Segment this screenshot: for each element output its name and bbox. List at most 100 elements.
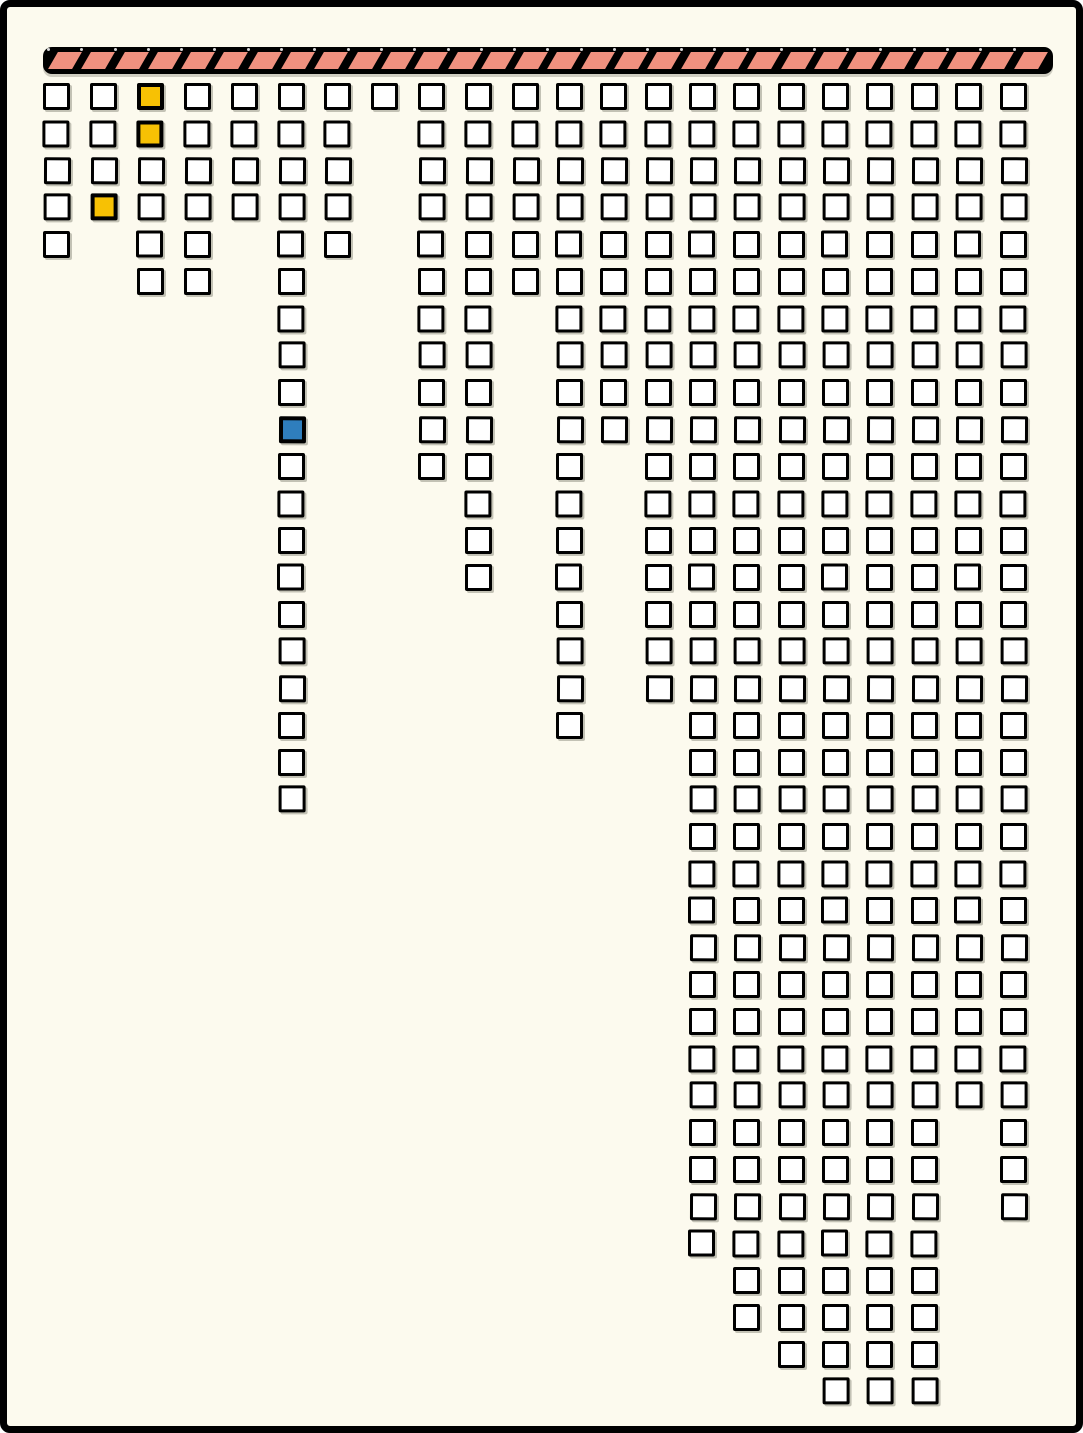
unit-square [645, 416, 673, 444]
unit-square [822, 453, 850, 480]
unit-square [822, 1008, 850, 1035]
unit-square [418, 341, 446, 369]
unit-column-19 [865, 83, 895, 1405]
unit-square [777, 527, 805, 554]
unit-square [601, 416, 629, 444]
hatch-stripe [947, 52, 981, 69]
hatch-stripe [447, 52, 482, 69]
highlight-square-yellow [90, 193, 118, 221]
unit-square [911, 1377, 939, 1405]
unit-square [689, 193, 717, 221]
unit-square [689, 527, 717, 554]
unit-square [732, 1045, 760, 1073]
unit-square [955, 341, 983, 369]
unit-square [732, 490, 760, 518]
unit-square [999, 379, 1027, 406]
unit-square [778, 157, 806, 185]
unit-square [276, 230, 304, 258]
unit-square [733, 1156, 761, 1183]
unit-square [645, 193, 673, 221]
unit-column-17 [777, 83, 806, 1368]
unit-square [999, 83, 1027, 110]
unit-square [910, 1304, 938, 1331]
unit-square [998, 490, 1026, 518]
unit-square [733, 83, 761, 110]
unit-square [556, 712, 583, 739]
unit-square [464, 490, 492, 518]
unit-square [777, 231, 805, 258]
unit-square [867, 1081, 895, 1109]
unit-square [689, 416, 718, 444]
unit-square [278, 637, 306, 665]
unit-square [777, 1304, 805, 1331]
unit-square [910, 490, 938, 518]
hatch-stripe [913, 52, 948, 69]
unit-square [910, 1230, 938, 1258]
unit-square [689, 453, 717, 480]
unit-square [955, 1081, 983, 1109]
unit-square [778, 193, 806, 221]
unit-square [867, 675, 895, 703]
unit-square [777, 490, 805, 518]
unit-square [954, 860, 982, 888]
hatch-stripe [614, 52, 648, 69]
unit-square [644, 231, 672, 258]
unit-column-1 [42, 83, 72, 258]
unit-square [556, 268, 583, 295]
unit-square [688, 563, 716, 591]
unit-square [276, 120, 304, 148]
unit-square [777, 379, 805, 406]
hatch-stripe [514, 52, 549, 69]
unit-square [999, 231, 1027, 258]
unit-square [556, 379, 583, 406]
unit-square [732, 305, 760, 333]
unit-square [821, 896, 849, 924]
unit-square [556, 341, 584, 369]
unit-square [998, 120, 1026, 148]
unit-square [1000, 416, 1028, 444]
hatch-stripe [214, 52, 249, 69]
unit-square [689, 637, 717, 665]
hatch-stripe [813, 52, 848, 69]
unit-square [734, 934, 762, 962]
hatch-segment [613, 47, 648, 74]
unit-square [866, 564, 894, 591]
unit-square [777, 564, 805, 591]
unit-square [231, 157, 259, 185]
hatch-stripe [880, 52, 915, 69]
unit-square [465, 231, 493, 258]
unit-square [955, 379, 983, 406]
unit-square [600, 268, 628, 295]
unit-square [910, 1267, 938, 1294]
unit-square [910, 1341, 938, 1368]
unit-square [911, 785, 939, 813]
unit-column-12 [555, 83, 585, 739]
unit-square [512, 231, 539, 258]
hatch-segment [812, 47, 848, 74]
unit-square [822, 341, 850, 369]
unit-square [910, 712, 938, 739]
unit-square [324, 83, 352, 110]
unit-square [823, 416, 851, 444]
unit-square [645, 637, 673, 665]
unit-square [866, 1304, 894, 1331]
unit-square [231, 193, 259, 221]
unit-square [417, 230, 445, 258]
unit-square [910, 268, 938, 295]
unit-square [999, 1156, 1027, 1183]
unit-square [43, 83, 70, 110]
unit-square [866, 453, 894, 480]
unit-square [733, 1267, 761, 1294]
unit-square [822, 1119, 850, 1146]
unit-square [910, 527, 938, 554]
unit-square [689, 1081, 717, 1109]
unit-square [1000, 1081, 1028, 1109]
unit-column-7 [323, 83, 353, 258]
unit-square [865, 490, 893, 518]
hatch-stripe [147, 52, 182, 69]
unit-square [777, 823, 805, 850]
unit-square [89, 120, 117, 148]
unit-square [999, 1119, 1027, 1146]
unit-square [822, 1304, 850, 1331]
unit-square [644, 268, 672, 295]
